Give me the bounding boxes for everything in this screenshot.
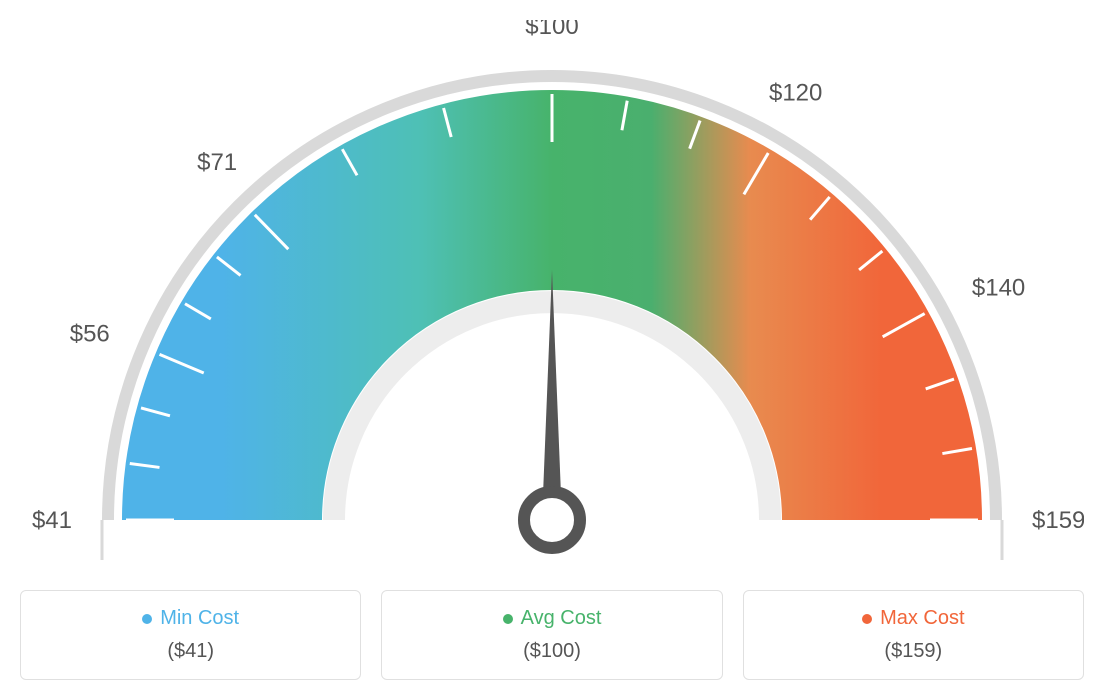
legend-row: Min Cost ($41) Avg Cost ($100) Max Cost …: [20, 590, 1084, 680]
gauge-tick-label: $100: [525, 20, 578, 40]
legend-avg-dot: [503, 614, 513, 624]
legend-max-box: Max Cost ($159): [743, 590, 1084, 680]
gauge-tick-label: $41: [32, 507, 72, 534]
legend-avg-text: Avg Cost: [521, 607, 602, 630]
cost-gauge-container: $41 $56 $71 $100 $120 $140 $159 Min Cost ($41)…: [20, 20, 1084, 680]
gauge-tick-label: $71: [197, 149, 237, 176]
legend-max-value: ($159): [744, 640, 1083, 663]
gauge-svg: $41 $56 $71 $100 $120 $140 $159: [20, 20, 1084, 580]
gauge-tick-label: $140: [972, 274, 1025, 301]
legend-max-label: Max Cost: [862, 607, 964, 630]
gauge-chart: $41 $56 $71 $100 $120 $140 $159: [20, 20, 1084, 580]
legend-min-dot: [142, 614, 152, 624]
gauge-tick-label: $120: [769, 79, 822, 106]
legend-max-text: Max Cost: [880, 607, 964, 630]
gauge-needle-hub: [524, 492, 580, 548]
legend-min-text: Min Cost: [160, 607, 239, 630]
gauge-tick-label: $56: [70, 320, 110, 347]
legend-avg-value: ($100): [382, 640, 721, 663]
legend-max-dot: [862, 614, 872, 624]
legend-avg-label: Avg Cost: [503, 607, 602, 630]
gauge-tick-label: $159: [1032, 507, 1084, 534]
legend-min-label: Min Cost: [142, 607, 239, 630]
legend-min-box: Min Cost ($41): [20, 590, 361, 680]
legend-min-value: ($41): [21, 640, 360, 663]
legend-avg-box: Avg Cost ($100): [381, 590, 722, 680]
